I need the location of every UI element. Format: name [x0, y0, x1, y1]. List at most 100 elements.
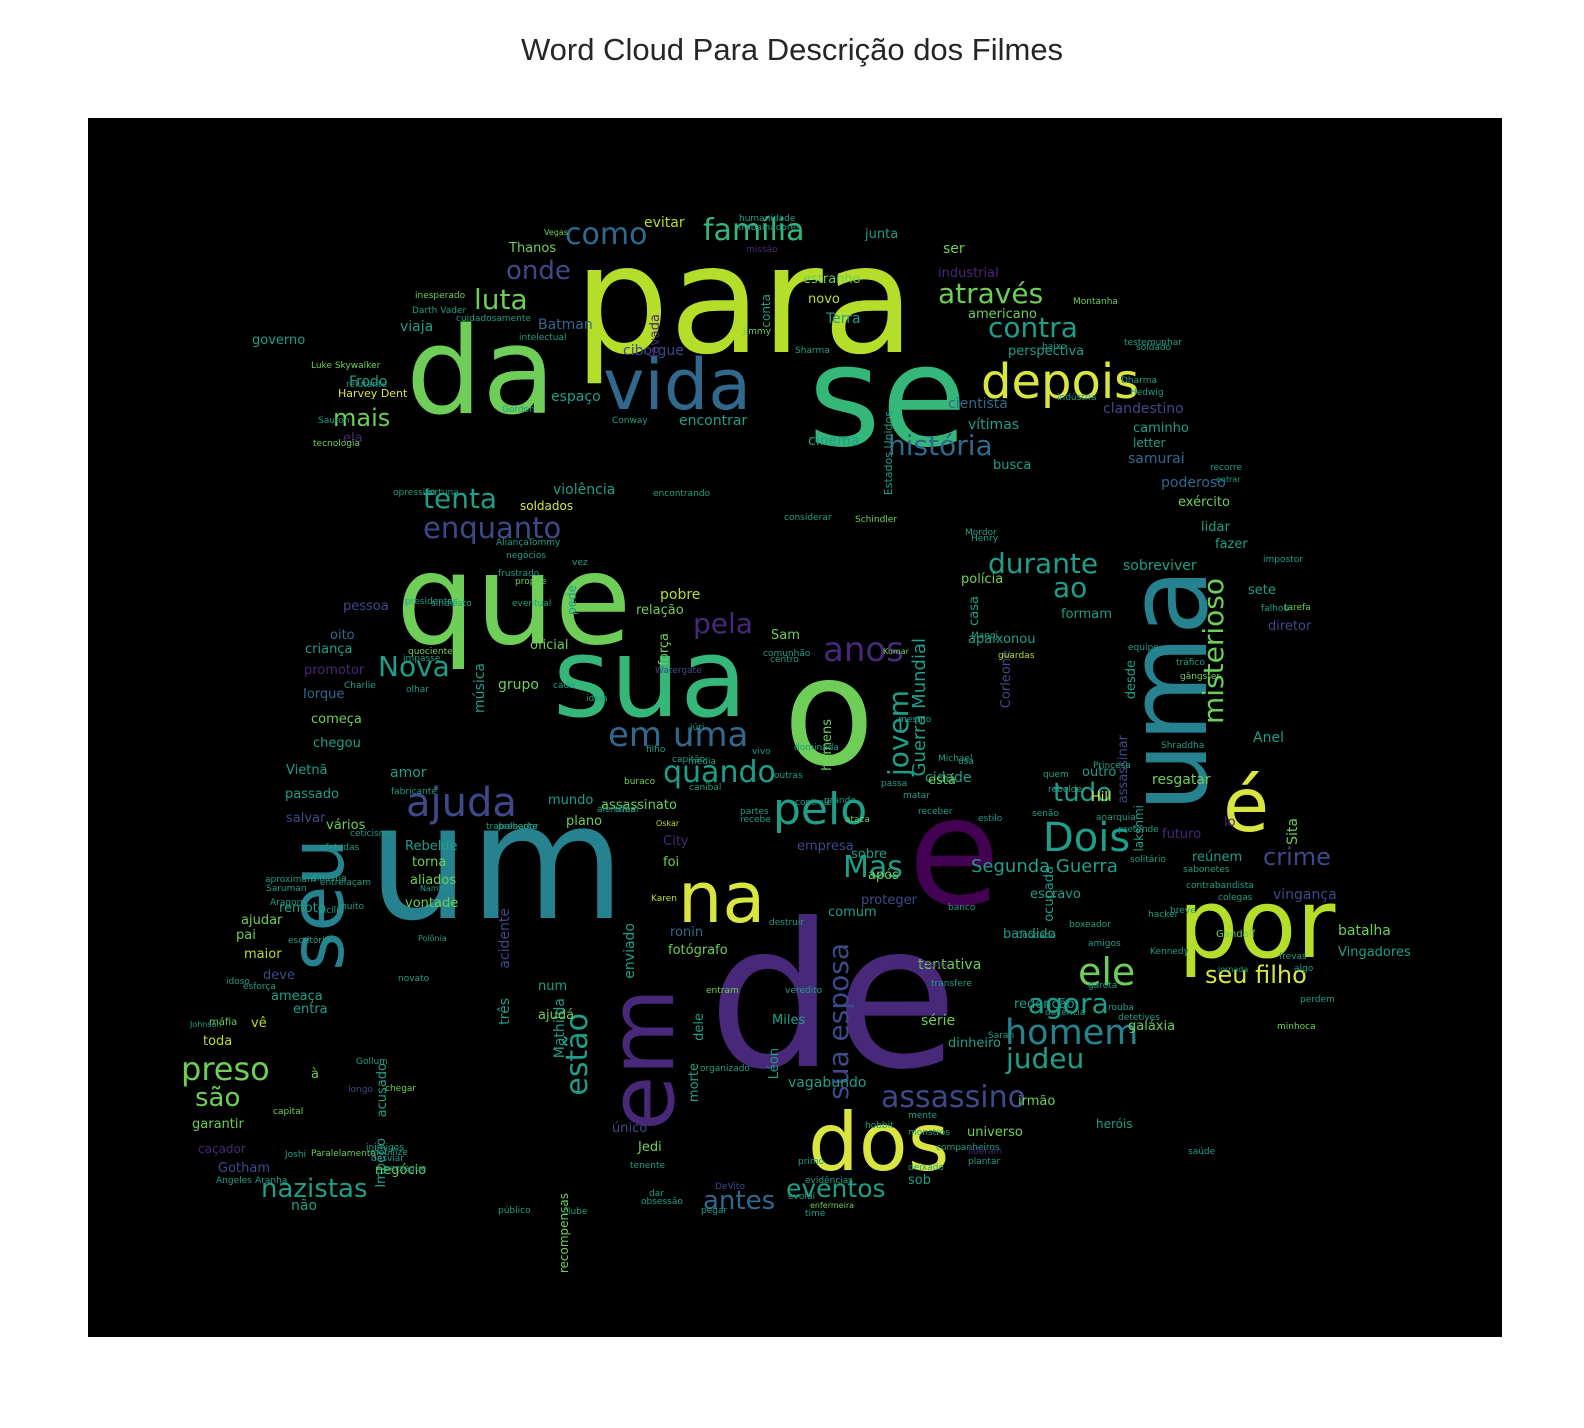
- word-cloud-word: Jimmy: [743, 327, 772, 337]
- word-cloud-word: enviado: [622, 923, 638, 979]
- word-cloud-word: destruir: [769, 918, 805, 928]
- word-cloud-word: impostor: [1263, 555, 1303, 565]
- word-cloud-word: diretor: [1268, 619, 1312, 634]
- word-cloud-word: busca: [993, 458, 1032, 473]
- word-cloud-word: time: [805, 1209, 826, 1219]
- word-cloud-word: sua: [553, 614, 748, 742]
- word-cloud-word: rouba: [1108, 1003, 1134, 1013]
- word-cloud-word: comunhão: [763, 649, 811, 659]
- word-cloud-word: começa: [311, 712, 362, 727]
- word-cloud-word: quem: [1043, 770, 1069, 780]
- word-cloud-word: média: [688, 757, 717, 767]
- word-cloud-word: mais: [333, 404, 391, 432]
- word-cloud-word: perspectiva: [1008, 344, 1085, 359]
- word-cloud-word: chegar: [385, 1084, 417, 1094]
- word-cloud-word: aliados: [410, 873, 457, 888]
- word-cloud-word: Guerra Mundial: [909, 638, 930, 777]
- word-cloud-word: cidade: [925, 770, 972, 786]
- word-cloud-word: soldado: [1136, 343, 1172, 353]
- word-cloud-word: Gordon: [502, 405, 535, 415]
- word-cloud-word: pela: [693, 607, 753, 640]
- word-cloud-word: eventual: [512, 599, 552, 609]
- word-cloud-word: em: [590, 988, 695, 1132]
- word-cloud-word: ciborgue: [623, 343, 684, 359]
- word-cloud-word: americano: [968, 307, 1037, 322]
- word-cloud-word: Nambi: [420, 884, 446, 893]
- word-cloud-word: entram: [706, 986, 739, 996]
- word-cloud-word: Estados Unidos: [882, 411, 895, 496]
- word-cloud-word: pessoa: [343, 599, 389, 614]
- word-cloud-word: fortuna: [426, 488, 459, 498]
- word-cloud-word: hobbit: [865, 1121, 894, 1131]
- word-cloud-word: guardas: [998, 651, 1035, 661]
- word-cloud-word: único: [612, 1121, 648, 1136]
- word-cloud-word: organizado: [700, 1064, 750, 1074]
- word-cloud-word: clube: [563, 1207, 588, 1217]
- word-cloud-word: Johnson: [190, 1020, 222, 1029]
- word-cloud-word: pelo: [773, 784, 868, 835]
- word-cloud-word: após: [868, 868, 899, 883]
- word-cloud-word: Watergate: [655, 666, 702, 676]
- word-cloud-word: canibal: [689, 783, 722, 793]
- word-cloud-word: DeVito: [715, 1182, 745, 1192]
- word-cloud-word: propõe: [515, 577, 547, 587]
- word-cloud-word: Mordor: [965, 528, 997, 538]
- word-cloud-word: foi: [663, 855, 680, 870]
- word-cloud-word: Terra: [826, 311, 861, 327]
- word-cloud-word: antes: [703, 1186, 776, 1216]
- word-cloud-word: persegue: [384, 1164, 427, 1174]
- word-cloud-word: amor: [390, 765, 427, 781]
- word-cloud-word: em uma: [608, 715, 749, 755]
- word-cloud-word: entrar: [1216, 475, 1241, 484]
- word-cloud-word: hacker: [1148, 910, 1179, 920]
- word-cloud-word: estranho: [803, 272, 861, 287]
- word-cloud-word: senão: [1032, 809, 1059, 819]
- word-cloud-word: Vingadores: [1338, 945, 1411, 960]
- word-cloud-word: desde: [1124, 660, 1139, 700]
- word-cloud-word: monstros: [908, 1128, 950, 1138]
- word-cloud-word: banco: [948, 903, 976, 913]
- word-cloud-word: vítimas: [968, 417, 1020, 433]
- word-cloud-word: gângster: [1180, 672, 1221, 682]
- word-cloud-word: Polônia: [418, 934, 447, 943]
- word-cloud-word: jornada: [1218, 965, 1249, 974]
- word-cloud-word: cuidadosamente: [456, 314, 531, 324]
- word-cloud-word: Schindler: [855, 515, 898, 525]
- word-cloud-word: um: [368, 769, 626, 956]
- word-cloud-word: ele: [1078, 950, 1136, 994]
- word-cloud-word: ajudar: [241, 913, 283, 928]
- word-cloud-word: não: [291, 1198, 318, 1214]
- word-cloud-word: vontade: [405, 896, 459, 911]
- word-cloud-word: Henry: [971, 534, 999, 544]
- word-cloud-word: relutante: [346, 380, 388, 390]
- word-cloud-word: sabonetes: [1183, 865, 1230, 875]
- word-cloud-word: inimigos: [366, 1143, 404, 1153]
- word-cloud-word: contra: [988, 311, 1078, 344]
- word-cloud-word: frevas: [1279, 952, 1307, 962]
- word-cloud-word: sobre: [851, 847, 888, 862]
- word-cloud-word: entra: [293, 1002, 328, 1017]
- word-cloud-word: tráfico: [1176, 658, 1205, 668]
- word-cloud-word: solitário: [1130, 855, 1166, 865]
- word-cloud-word: dele: [692, 1013, 707, 1041]
- word-cloud-word: pai: [236, 928, 256, 943]
- word-cloud-word: sete: [1248, 583, 1276, 598]
- word-cloud-word: assassino: [881, 1080, 1026, 1115]
- word-cloud-word: Miles: [772, 1013, 806, 1028]
- word-cloud-word: Nova: [378, 650, 450, 683]
- word-cloud-word: Joshi: [285, 1150, 307, 1160]
- word-cloud-word: obsessão: [641, 1197, 683, 1207]
- word-cloud-word: tenente: [630, 1161, 666, 1171]
- word-cloud-word: letter: [1133, 436, 1166, 450]
- word-cloud-word: alemães: [597, 805, 636, 815]
- word-cloud-word: Vegas: [544, 228, 568, 237]
- word-cloud-word: dinheiro: [948, 1036, 1001, 1051]
- word-cloud-word: remoto: [279, 901, 326, 916]
- word-cloud-word: Gandalf: [1216, 929, 1255, 940]
- word-cloud-word: Kumar: [883, 647, 909, 656]
- word-cloud-word: Sita: [1285, 818, 1301, 845]
- word-cloud-word: série: [921, 1013, 956, 1029]
- word-cloud-word: Sharma: [795, 346, 830, 356]
- word-cloud-word: outras: [774, 771, 803, 781]
- word-cloud-word: evitar: [644, 215, 685, 231]
